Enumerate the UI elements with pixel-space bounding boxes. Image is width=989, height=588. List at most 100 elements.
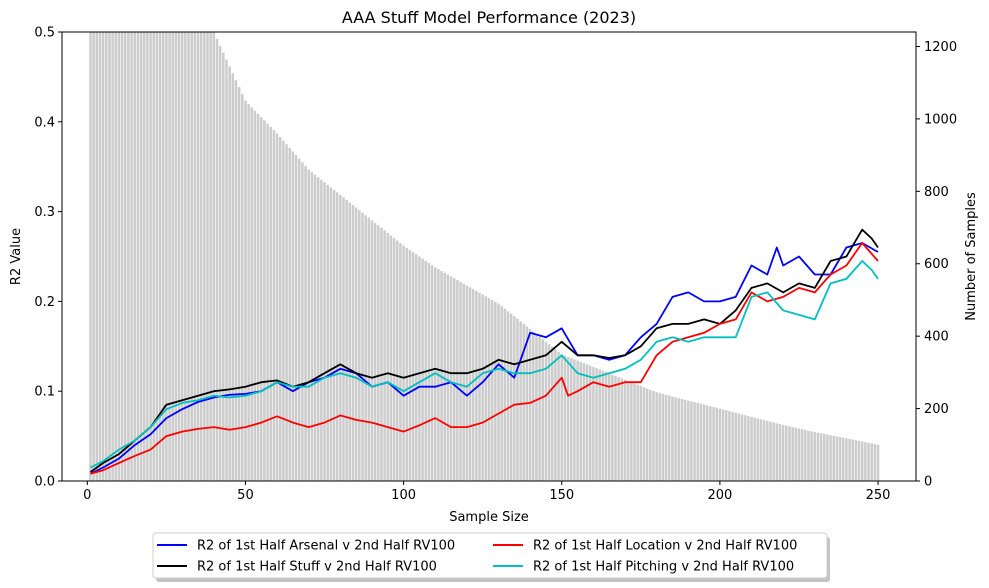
sample-count-bar bbox=[753, 417, 756, 481]
sample-count-bar bbox=[623, 379, 627, 481]
sample-count-bar bbox=[750, 416, 753, 481]
sample-count-bar bbox=[130, 32, 133, 481]
y-tick-label: 0.0 bbox=[34, 475, 55, 490]
sample-count-bar bbox=[835, 436, 839, 481]
sample-count-bar bbox=[386, 232, 390, 481]
sample-count-bar bbox=[687, 400, 690, 481]
sample-count-bar bbox=[826, 434, 829, 481]
sample-count-bar bbox=[168, 32, 171, 481]
sample-count-bar bbox=[199, 32, 203, 481]
sample-count-bar bbox=[152, 32, 155, 481]
sample-count-bar bbox=[677, 398, 681, 481]
sample-count-bar bbox=[690, 401, 693, 481]
sample-count-bar bbox=[253, 110, 257, 481]
sample-count-bar bbox=[569, 358, 573, 481]
sample-count-bar bbox=[335, 192, 339, 481]
sample-count-bar bbox=[724, 410, 728, 481]
sample-count-bar bbox=[576, 360, 579, 481]
sample-count-bar bbox=[244, 100, 247, 482]
sample-count-bar bbox=[278, 137, 282, 481]
sample-count-bar bbox=[636, 384, 639, 481]
sample-count-bar bbox=[149, 32, 152, 481]
sample-count-bar bbox=[326, 184, 329, 482]
sample-count-bar bbox=[155, 32, 159, 481]
sample-count-bar bbox=[867, 442, 870, 481]
sample-count-bar bbox=[348, 202, 352, 482]
sample-count-bar bbox=[728, 411, 731, 481]
sample-count-bar bbox=[693, 402, 696, 481]
x-tick-label: 50 bbox=[237, 488, 254, 503]
sample-count-bar bbox=[876, 444, 880, 481]
sample-count-bar bbox=[832, 435, 836, 481]
sample-count-bar bbox=[272, 130, 276, 481]
sample-count-bar bbox=[668, 395, 671, 481]
sample-count-bar bbox=[282, 140, 285, 481]
sample-count-bar bbox=[389, 235, 393, 481]
sample-count-bar bbox=[595, 368, 598, 481]
sample-count-bar bbox=[547, 344, 551, 481]
sample-count-bar bbox=[256, 113, 260, 481]
sample-count-bar bbox=[402, 245, 405, 481]
sample-count-bar bbox=[139, 32, 143, 481]
sample-count-bar bbox=[721, 409, 725, 481]
sample-count-bar bbox=[105, 32, 108, 481]
sample-count-bar bbox=[294, 155, 298, 482]
sample-count-bar bbox=[392, 238, 396, 481]
sample-count-bar bbox=[630, 382, 633, 481]
sample-count-bar bbox=[171, 32, 174, 481]
sample-count-bar bbox=[471, 289, 475, 481]
y2-axis-ticks: 0 200 400 600 800 1000 1200 bbox=[916, 40, 957, 490]
sample-count-bar bbox=[158, 32, 162, 481]
sample-count-bar bbox=[781, 424, 785, 482]
sample-count-bar bbox=[247, 104, 250, 481]
sample-count-bar bbox=[111, 32, 114, 481]
sample-count-bar bbox=[127, 32, 130, 481]
sample-count-bar bbox=[642, 387, 646, 481]
x-axis-ticks: 0 50 100 150 200 250 bbox=[83, 481, 890, 503]
sample-count-bar bbox=[810, 431, 813, 481]
sample-count-bar bbox=[364, 215, 367, 481]
sample-count-bar bbox=[873, 444, 877, 481]
sample-count-bar bbox=[490, 299, 494, 481]
sample-count-bar bbox=[237, 87, 241, 481]
sample-count-bar bbox=[829, 435, 832, 481]
sample-count-bar bbox=[743, 415, 747, 481]
sample-count-bar bbox=[114, 32, 118, 481]
sample-count-bar bbox=[332, 189, 336, 481]
sample-count-bar bbox=[740, 414, 744, 481]
sample-count-bar bbox=[452, 278, 456, 481]
sample-count-bar bbox=[658, 393, 662, 481]
sample-count-bar bbox=[794, 427, 798, 481]
sample-count-bar bbox=[101, 32, 105, 481]
sample-count-bar bbox=[645, 388, 649, 481]
y-tick-label: 0.2 bbox=[34, 295, 55, 310]
sample-count-bar bbox=[320, 179, 323, 482]
sample-count-bar bbox=[443, 272, 446, 481]
sample-count-bar bbox=[291, 151, 295, 482]
series-lines bbox=[89, 228, 879, 475]
sample-count-bar bbox=[313, 174, 317, 482]
sample-count-bar bbox=[557, 351, 560, 481]
sample-count-bar bbox=[819, 433, 823, 481]
sample-count-bar bbox=[108, 32, 111, 481]
y2-tick-label: 600 bbox=[924, 257, 949, 272]
sample-count-bar bbox=[649, 389, 652, 481]
sample-count-bar bbox=[522, 323, 526, 481]
sample-count-bar bbox=[231, 73, 235, 481]
sample-count-bar bbox=[702, 404, 706, 481]
sample-count-bar bbox=[177, 32, 181, 481]
legend-label: R2 of 1st Half Stuff v 2nd Half RV100 bbox=[197, 560, 437, 575]
sample-count-bar bbox=[222, 52, 225, 481]
sample-count-bar bbox=[459, 281, 462, 481]
sample-count-bar bbox=[664, 394, 668, 481]
sample-count-bar bbox=[614, 375, 617, 481]
sample-count-bar bbox=[683, 399, 687, 481]
sample-count-bar bbox=[639, 385, 643, 481]
sample-count-bar bbox=[405, 247, 409, 481]
series-line-2 bbox=[89, 228, 879, 473]
sample-count-bar bbox=[478, 292, 481, 481]
sample-count-bar bbox=[541, 339, 545, 481]
sample-count-bar bbox=[497, 303, 500, 481]
sample-count-bar bbox=[260, 117, 263, 481]
sample-count-bar bbox=[604, 372, 608, 481]
